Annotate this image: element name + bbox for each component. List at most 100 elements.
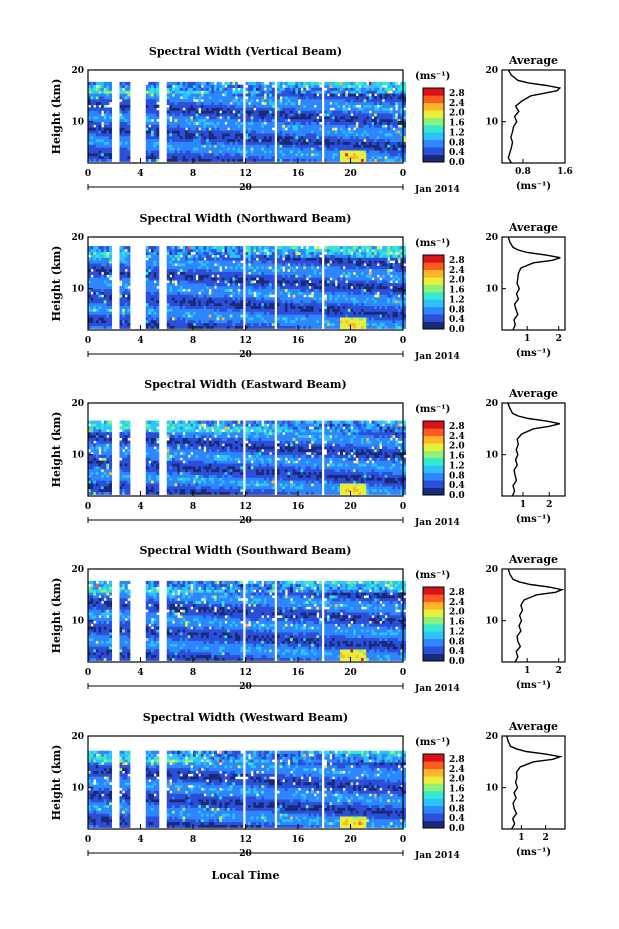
heatmap-cell <box>316 144 320 148</box>
heatmap-cell <box>284 98 288 103</box>
heatmap-cell <box>127 150 131 154</box>
heatmap-cell <box>224 274 228 278</box>
colorbar: 2.82.42.01.61.20.80.40.0 <box>422 87 465 168</box>
heatmap-cell <box>261 110 265 114</box>
heatmap-cell <box>198 314 202 318</box>
heatmap-cell <box>266 144 270 148</box>
heatmap-cell <box>95 150 99 154</box>
y-tick-label: 20 <box>71 66 84 76</box>
heatmap-cell <box>166 113 170 117</box>
heatmap-cell <box>203 115 207 120</box>
heatmap-cell <box>287 150 291 154</box>
heatmap-cell <box>287 257 291 261</box>
heatmap-cell <box>109 308 113 312</box>
heatmap-cell <box>248 282 252 287</box>
heatmap-cell <box>389 124 393 128</box>
heatmap-cell <box>119 294 123 298</box>
heatmap-cell <box>397 147 401 151</box>
heatmap-cell <box>240 263 244 267</box>
heatmap-cell <box>258 130 262 134</box>
heatmap-cell <box>395 124 399 128</box>
heatmap-cell <box>345 124 349 128</box>
heatmap-cell <box>177 248 181 253</box>
heatmap-cell <box>232 254 236 258</box>
heatmap-cell <box>203 325 207 329</box>
heatmap-cell <box>198 246 202 250</box>
heatmap-cell <box>277 319 281 324</box>
heatmap-cell <box>250 254 254 258</box>
heatmap-cell <box>266 268 270 273</box>
heatmap-cell <box>308 254 312 258</box>
heatmap-cell <box>271 118 275 123</box>
heatmap-cell <box>177 291 181 295</box>
heatmap-cell <box>379 84 383 88</box>
heatmap-cell <box>169 251 173 255</box>
heatmap-cell <box>256 260 260 264</box>
heatmap-cell <box>232 302 236 307</box>
heatmap-cell <box>235 300 239 304</box>
heatmap-cell <box>347 141 351 145</box>
heatmap-cell <box>305 265 309 270</box>
heatmap-cell <box>90 147 94 151</box>
heatmap-cell <box>248 158 252 162</box>
heatmap-cell <box>319 150 323 154</box>
heatmap-cell <box>172 294 176 298</box>
heatmap-cell <box>93 133 97 137</box>
heatmap-cell <box>90 104 94 108</box>
heatmap-cell <box>342 98 346 103</box>
heatmap-cell <box>263 127 267 131</box>
heatmap-cell <box>277 271 281 275</box>
heatmap-cell <box>245 288 249 292</box>
heatmap-cell <box>221 87 225 91</box>
heatmap-cell <box>153 84 157 88</box>
heatmap-cell <box>90 325 94 329</box>
heatmap-cell <box>166 297 170 301</box>
heatmap-cell <box>185 297 189 301</box>
heatmap-cell <box>250 158 254 162</box>
heatmap-cell <box>109 98 113 103</box>
heatmap-cell <box>185 135 189 140</box>
heatmap-cell <box>206 84 210 88</box>
heatmap-cell <box>368 121 372 125</box>
heatmap-cell <box>124 87 128 91</box>
heatmap-cell <box>195 127 199 131</box>
heatmap-cell <box>303 107 307 111</box>
heatmap-cell <box>305 93 309 97</box>
heatmap-cell <box>109 152 113 157</box>
heatmap-cell <box>253 110 257 114</box>
heatmap-cell <box>208 115 212 120</box>
heatmap-cell <box>277 84 281 88</box>
heatmap-cell <box>340 133 344 137</box>
heatmap-cell <box>324 133 328 137</box>
heatmap-cell <box>224 127 228 131</box>
heatmap-cell <box>248 277 252 281</box>
heatmap-cell <box>326 135 330 140</box>
heatmap-cell <box>290 291 294 295</box>
heatmap-cell <box>282 271 286 275</box>
heatmap-cell <box>195 305 199 309</box>
heatmap-cell <box>174 133 178 137</box>
heatmap-cell <box>221 311 225 315</box>
heatmap-cell <box>300 124 304 128</box>
heatmap-cell <box>361 127 365 131</box>
heatmap-cell <box>366 124 370 128</box>
heatmap-cell <box>101 311 105 315</box>
heatmap-cell <box>193 322 197 327</box>
heatmap-cell <box>122 271 126 275</box>
heatmap-cell <box>166 141 170 145</box>
heatmap-cell <box>305 257 309 261</box>
heatmap-cell <box>392 118 396 123</box>
heatmap-cell <box>216 110 220 114</box>
heatmap-cell <box>305 96 309 100</box>
heatmap-cell <box>284 115 288 120</box>
heatmap-cell <box>151 257 155 261</box>
heatmap-cell <box>88 107 92 111</box>
heatmap-cell <box>253 305 257 309</box>
heatmap-cell <box>261 133 265 137</box>
heatmap-cell <box>219 127 223 131</box>
heatmap-cell <box>371 152 375 157</box>
heatmap-cell <box>324 90 328 94</box>
heatmap-cell <box>145 138 149 142</box>
heatmap-cell <box>119 322 123 327</box>
heatmap-cell <box>177 135 181 140</box>
